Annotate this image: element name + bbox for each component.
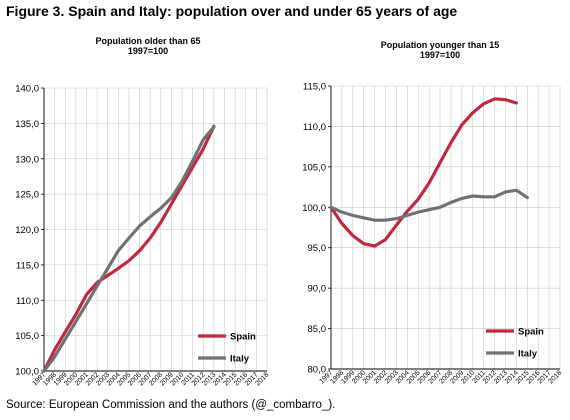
series-line-italy — [329, 188, 529, 222]
chart-subtitle: 1997=100 — [128, 46, 168, 56]
y-tick-label: 105,0 — [15, 331, 39, 342]
legend-label-spain: Spain — [518, 327, 544, 338]
chart-title: Population younger than 15 — [381, 40, 500, 50]
source-note: Source: European Commission and the auth… — [6, 399, 336, 411]
y-tick-label: 130,0 — [15, 154, 39, 165]
y-tick-label: 115,0 — [16, 260, 39, 271]
y-tick-label: 110,0 — [16, 296, 39, 307]
legend-label-spain: Spain — [230, 332, 256, 343]
y-tick-label: 100,0 — [302, 203, 326, 214]
series-line-spain — [42, 124, 216, 373]
y-tick-label: 115,0 — [303, 82, 326, 93]
y-tick-label: 135,0 — [15, 119, 39, 130]
series-line-italy — [42, 125, 216, 373]
legend-label-italy: Italy — [230, 354, 250, 365]
series-line-spain — [329, 97, 518, 248]
y-tick-label: 140,0 — [15, 84, 39, 95]
y-tick-label: 95,0 — [308, 243, 327, 254]
y-tick-label: 125,0 — [15, 190, 39, 201]
y-tick-label: 90,0 — [308, 284, 327, 295]
y-tick-label: 100,0 — [15, 367, 39, 378]
y-tick-label: 105,0 — [302, 162, 326, 173]
figure-title: Figure 3. Spain and Italy: population ov… — [6, 3, 458, 19]
y-tick-label: 110,0 — [303, 122, 326, 133]
legend-label-italy: Italy — [518, 349, 538, 360]
y-tick-label: 120,0 — [15, 225, 39, 236]
y-tick-label: 80,0 — [308, 365, 327, 376]
chart-title: Population older than 65 — [95, 36, 200, 46]
chart-subtitle: 1997=100 — [420, 50, 460, 60]
y-tick-label: 85,0 — [308, 324, 327, 335]
